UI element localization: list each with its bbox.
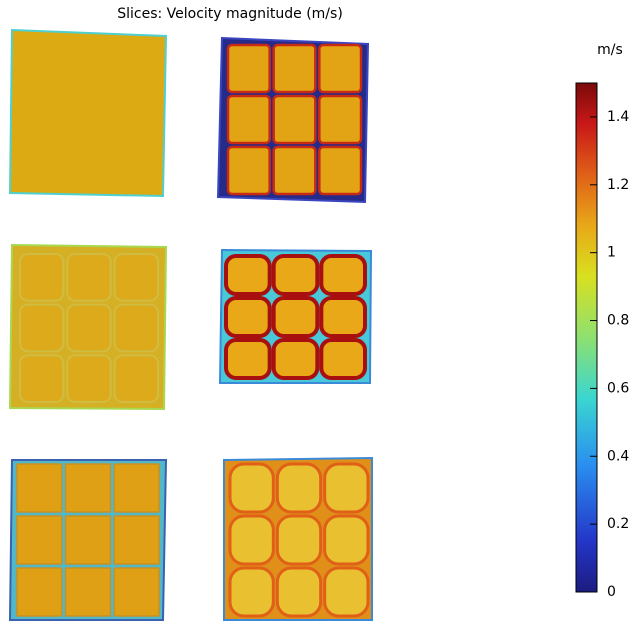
slice-cell [274,96,316,143]
slice-cell [274,45,316,92]
slice-cell [67,254,110,301]
page: Slices: Velocity magnitude (m/s) m/s 0 0.… [0,0,635,624]
slice-cell [319,45,361,92]
slice-cell [277,464,320,512]
slice-cell [17,464,62,512]
slice-cell [325,516,368,564]
colorbar-tick-label: 0.8 [607,313,629,329]
slice-cell [66,464,111,512]
slice-cell [230,516,273,564]
slice-cell [274,256,318,294]
slice-cell [228,45,270,92]
slice-cell [321,298,365,336]
slice-cell [319,147,361,194]
slice-cell [20,305,63,352]
slice-panel [10,30,166,196]
slice-cell [115,355,158,402]
slice-cell [325,568,368,616]
slice-cell [67,305,110,352]
slice-cell [228,96,270,143]
slice-cell [67,355,110,402]
colorbar-tick-label: 1.2 [607,177,629,193]
slice-cell [321,256,365,294]
slice-cell [226,340,270,378]
colorbar-unit: m/s [597,42,623,58]
slice-cell [20,254,63,301]
slice-cell [274,340,318,378]
slice-cell [277,516,320,564]
slice-cell [230,568,273,616]
slice-cell [66,568,111,616]
slice-cell [114,464,159,512]
slice-cell [115,254,158,301]
slice-cell [115,305,158,352]
slice-cell [277,568,320,616]
slice-cell [274,147,316,194]
slice-cell [319,96,361,143]
slice-cell [226,298,270,336]
slice-cell [321,340,365,378]
slice-cell [230,464,273,512]
slice-cell [114,568,159,616]
plot-title: Slices: Velocity magnitude (m/s) [117,6,343,22]
colorbar-tick-label: 1.4 [607,109,629,125]
colorbar [576,83,597,592]
colorbar-tick-label: 0 [607,584,616,600]
colorbar-tick-label: 0.2 [607,516,629,532]
slice-cell [325,464,368,512]
colorbar-tick-label: 1 [607,245,616,261]
slice-cell [20,355,63,402]
slice-cell [66,516,111,564]
slice-cell [17,516,62,564]
slice-cell [228,147,270,194]
colorbar-tick-label: 0.6 [607,380,629,396]
colorbar-tick-label: 0.4 [607,448,629,464]
slice-cell [17,568,62,616]
slice-cell [114,516,159,564]
slice-cell [226,256,270,294]
slice-cell [274,298,318,336]
